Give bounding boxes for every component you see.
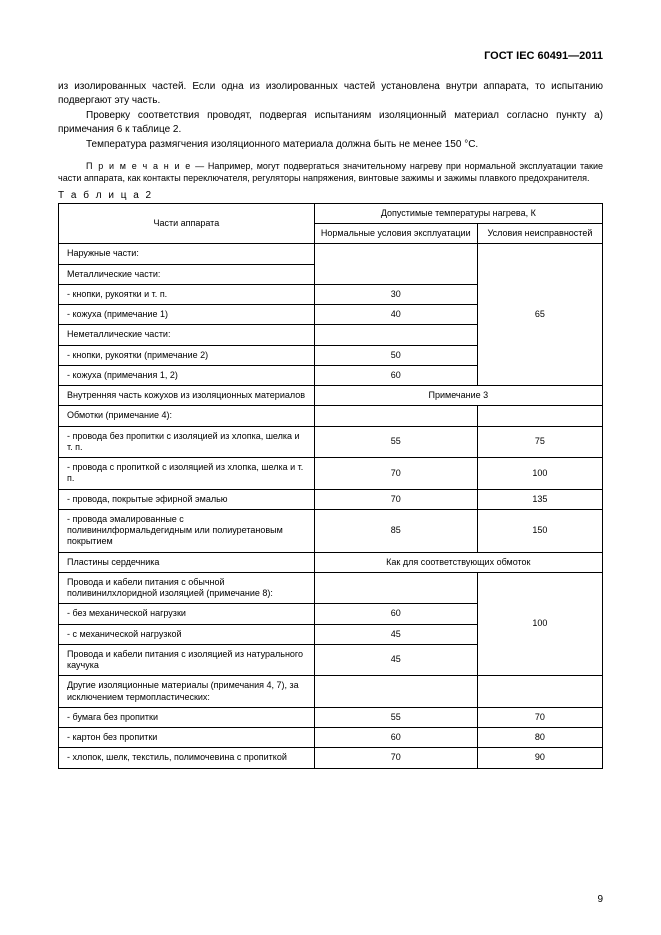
table-2: Части аппарата Допустимые температуры на… <box>58 203 603 769</box>
parts-cell: Провода и кабели питания с изоляцией из … <box>59 644 315 676</box>
table-row: - бумага без пропитки 55 70 <box>59 707 603 727</box>
norm-cell: 60 <box>314 604 477 624</box>
norm-cell: 70 <box>314 489 477 509</box>
norm-cell <box>314 676 477 708</box>
parts-cell: Неметаллические части: <box>59 325 315 345</box>
table-caption: Т а б л и ц а 2 <box>58 190 603 201</box>
norm-cell <box>314 572 477 604</box>
merged-cell: Как для соответствующих обмоток <box>314 552 602 572</box>
parts-cell: - кожуха (примечания 1, 2) <box>59 365 315 385</box>
note: П р и м е ч а н и е — Например, могут по… <box>58 160 603 184</box>
fault-cell: 75 <box>477 426 602 458</box>
parts-cell: Другие изоляционные материалы (примечани… <box>59 676 315 708</box>
norm-cell: 55 <box>314 707 477 727</box>
parts-cell: Внутренняя часть кожухов из изоляционных… <box>59 386 315 406</box>
norm-cell: 30 <box>314 284 477 304</box>
norm-cell: 50 <box>314 345 477 365</box>
norm-cell: 45 <box>314 644 477 676</box>
norm-cell: 70 <box>314 748 477 768</box>
doc-header: ГОСТ IEC 60491—2011 <box>58 50 603 62</box>
parts-cell: - провода без пропитки с изоляцией из хл… <box>59 426 315 458</box>
table-row: - хлопок, шелк, текстиль, полимочевина с… <box>59 748 603 768</box>
fault-cell: 70 <box>477 707 602 727</box>
table-row: Внутренняя часть кожухов из изоляционных… <box>59 386 603 406</box>
norm-cell <box>314 264 477 284</box>
fault-cell: 80 <box>477 728 602 748</box>
table-row: Пластины сердечника Как для соответствую… <box>59 552 603 572</box>
fault-cell <box>477 406 602 426</box>
parts-cell: - кнопки, рукоятки и т. п. <box>59 284 315 304</box>
merged-cell: Примечание 3 <box>314 386 602 406</box>
parts-cell: - хлопок, шелк, текстиль, полимочевина с… <box>59 748 315 768</box>
fault-cell: 65 <box>477 244 602 386</box>
parts-cell: Пластины сердечника <box>59 552 315 572</box>
paragraph: Температура размягчения изоляционного ма… <box>58 138 603 152</box>
note-label: П р и м е ч а н и е <box>86 161 191 171</box>
table-header-row: Части аппарата Допустимые температуры на… <box>59 203 603 223</box>
norm-cell <box>314 325 477 345</box>
parts-cell: - провода с пропиткой с изоляцией из хло… <box>59 458 315 490</box>
table-row: Другие изоляционные материалы (примечани… <box>59 676 603 708</box>
table-row: Наружные части: 65 <box>59 244 603 264</box>
table-row: - провода без пропитки с изоляцией из хл… <box>59 426 603 458</box>
table-row: - картон без пропитки 60 80 <box>59 728 603 748</box>
parts-cell: - картон без пропитки <box>59 728 315 748</box>
parts-cell: - бумага без пропитки <box>59 707 315 727</box>
norm-cell: 55 <box>314 426 477 458</box>
page: ГОСТ IEC 60491—2011 из изолированных час… <box>0 0 661 935</box>
parts-cell: - с механической нагрузкой <box>59 624 315 644</box>
table-row: Провода и кабели питания с обычной полив… <box>59 572 603 604</box>
parts-cell: - провода эмалированные с поливинилформа… <box>59 509 315 552</box>
paragraph: из изолированных частей. Если одна из из… <box>58 80 603 107</box>
norm-cell: 60 <box>314 728 477 748</box>
norm-cell: 60 <box>314 365 477 385</box>
col-norm-header: Нормальные условия эксплуатации <box>314 224 477 244</box>
col-parts-header: Части аппарата <box>59 203 315 244</box>
fault-cell: 100 <box>477 458 602 490</box>
parts-cell: - кнопки, рукоятки (примечание 2) <box>59 345 315 365</box>
norm-cell: 85 <box>314 509 477 552</box>
paragraph: Проверку соответствия проводят, подверга… <box>58 109 603 136</box>
fault-cell: 135 <box>477 489 602 509</box>
fault-cell: 100 <box>477 572 602 676</box>
table-row: - провода, покрытые эфирной эмалью 70 13… <box>59 489 603 509</box>
table-row: - провода с пропиткой с изоляцией из хло… <box>59 458 603 490</box>
norm-cell: 45 <box>314 624 477 644</box>
parts-cell: Металлические части: <box>59 264 315 284</box>
col-group-header: Допустимые температуры нагрева, К <box>314 203 602 223</box>
parts-cell: Наружные части: <box>59 244 315 264</box>
fault-cell: 90 <box>477 748 602 768</box>
table-row: - провода эмалированные с поливинилформа… <box>59 509 603 552</box>
norm-cell <box>314 244 477 264</box>
table-row: Обмотки (примечание 4): <box>59 406 603 426</box>
parts-cell: Обмотки (примечание 4): <box>59 406 315 426</box>
norm-cell: 70 <box>314 458 477 490</box>
fault-cell: 150 <box>477 509 602 552</box>
norm-cell <box>314 406 477 426</box>
parts-cell: - без механической нагрузки <box>59 604 315 624</box>
fault-cell <box>477 676 602 708</box>
parts-cell: - провода, покрытые эфирной эмалью <box>59 489 315 509</box>
norm-cell: 40 <box>314 305 477 325</box>
parts-cell: - кожуха (примечание 1) <box>59 305 315 325</box>
page-number: 9 <box>597 894 603 905</box>
parts-cell: Провода и кабели питания с обычной полив… <box>59 572 315 604</box>
col-fault-header: Условия неисправностей <box>477 224 602 244</box>
